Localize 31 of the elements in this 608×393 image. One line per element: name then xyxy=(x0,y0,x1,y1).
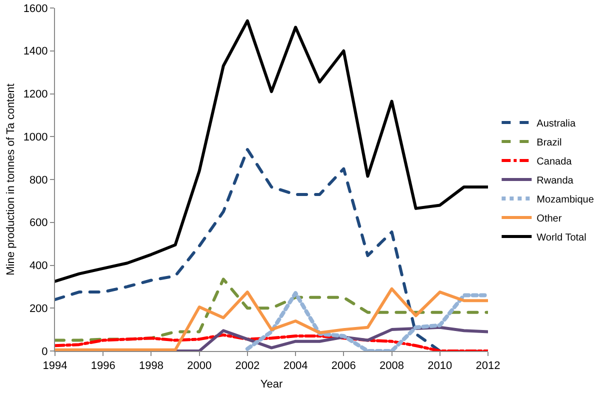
y-tick-label: 200 xyxy=(29,302,48,315)
x-tick-label: 2010 xyxy=(428,360,452,372)
x-tick-label: 2008 xyxy=(380,360,404,372)
line-series xyxy=(55,19,488,283)
legend-label: Brazil xyxy=(536,137,562,148)
legend-label: Rwanda xyxy=(536,175,574,186)
y-axis-title: Mine production in tonnes of Ta content xyxy=(4,84,17,276)
y-tick-label: 600 xyxy=(29,217,48,230)
x-tick-label: 2004 xyxy=(283,360,308,372)
line-series xyxy=(245,291,488,351)
y-tick-label: 1600 xyxy=(23,2,48,15)
legend-label: Mozambique xyxy=(536,194,594,206)
x-tick-label: 2006 xyxy=(331,360,356,372)
x-tick-label: 2002 xyxy=(235,360,260,372)
y-tick-label: 1200 xyxy=(23,88,48,101)
y-tick-label: 800 xyxy=(29,174,48,186)
x-tick-label: 1994 xyxy=(42,360,68,372)
x-axis-title: Year xyxy=(260,378,283,390)
legend-label: World Total xyxy=(536,232,586,244)
legend-label: Other xyxy=(536,213,562,224)
y-tick-label: 1400 xyxy=(23,46,48,58)
line-series xyxy=(55,278,488,342)
y-tick-label: 0 xyxy=(42,346,48,358)
x-tick-label: 2000 xyxy=(187,360,212,372)
legend-label: Australia xyxy=(536,118,576,130)
x-tick-label: 1996 xyxy=(90,360,116,372)
x-tick-label: 2012 xyxy=(476,360,500,372)
x-tick-label: 1998 xyxy=(138,360,164,372)
y-tick-label: 400 xyxy=(29,260,48,272)
y-tick-label: 1000 xyxy=(23,131,48,144)
legend-label: Canada xyxy=(536,156,572,168)
